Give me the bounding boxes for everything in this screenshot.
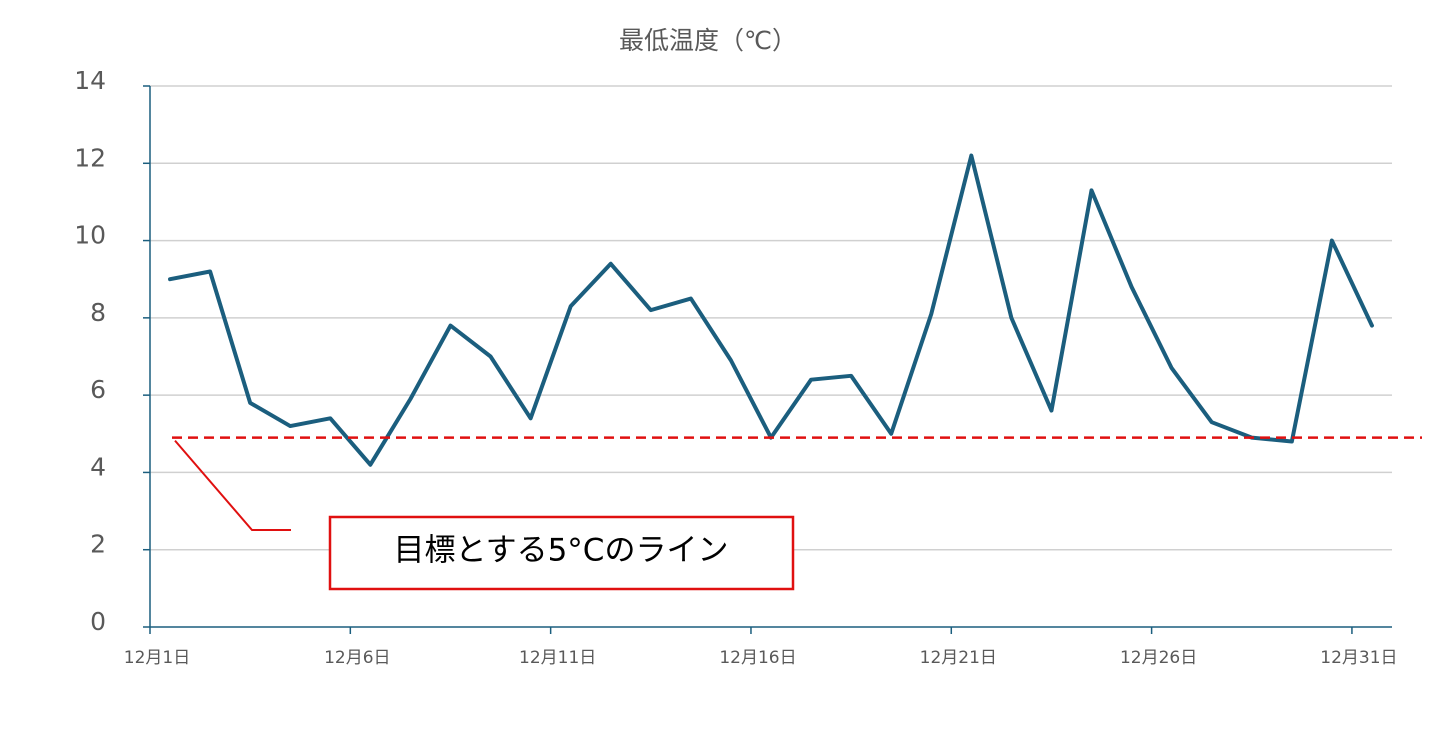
y-tick-label: 4 [90, 452, 106, 481]
x-tick-label: 12月31日 [1320, 648, 1397, 668]
x-tick-label: 12月16日 [719, 648, 796, 668]
y-tick-label: 6 [90, 375, 106, 404]
x-tick-label: 12月11日 [519, 648, 596, 668]
data-line [168, 153, 1374, 467]
y-tick-label: 0 [90, 607, 106, 636]
y-tick-label: 8 [90, 298, 106, 327]
annotation-text: 目標とする5°Cのライン [394, 533, 729, 569]
x-tick-label: 12月6日 [324, 648, 390, 668]
x-tick-label: 12月21日 [920, 648, 997, 668]
y-tick-label: 12 [74, 143, 106, 172]
y-tick-label: 14 [74, 66, 106, 95]
x-tick-label: 12月1日 [124, 648, 190, 668]
annotation-connector [174, 439, 291, 531]
y-tick-label: 2 [90, 530, 106, 559]
y-tick-label: 10 [74, 221, 106, 250]
chart-title: 最低温度（℃） [619, 26, 797, 55]
annotation-box [328, 515, 795, 591]
x-tick-label: 12月26日 [1120, 648, 1197, 668]
